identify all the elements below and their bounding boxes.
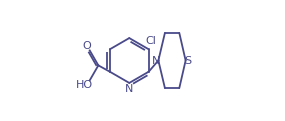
Text: O: O xyxy=(82,41,91,51)
Text: S: S xyxy=(185,56,192,65)
Text: N: N xyxy=(152,56,160,65)
Text: N: N xyxy=(125,84,133,94)
Text: HO: HO xyxy=(76,80,93,90)
Text: Cl: Cl xyxy=(146,36,156,46)
